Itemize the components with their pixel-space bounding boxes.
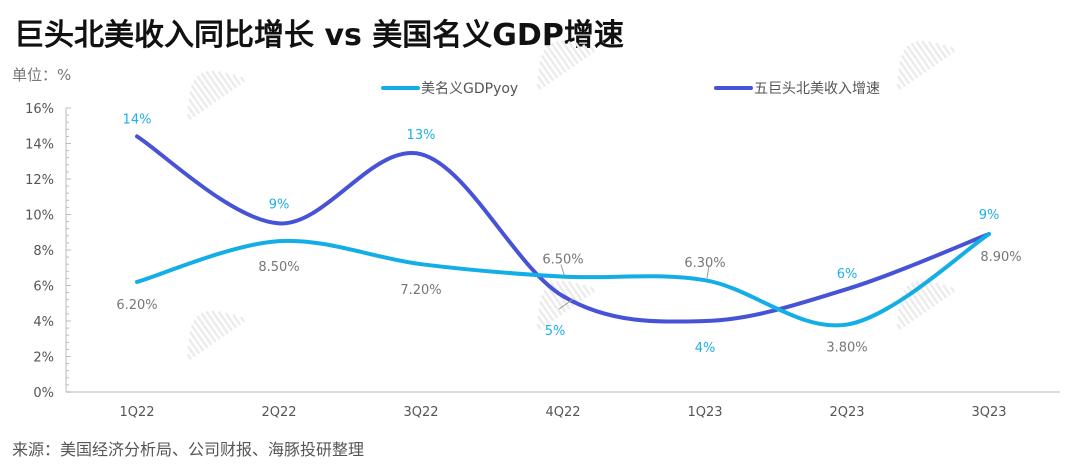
y-tick-label: 12% — [25, 173, 54, 188]
series-line — [135, 232, 991, 328]
watermark-logo — [896, 40, 956, 90]
revenue-data-label: 9% — [269, 197, 290, 212]
y-tick-label: 16% — [25, 102, 54, 117]
axes: 0% 2% 4% 6% 8% 10% 12% 14% 16% 1Q22 2Q22 3Q22 4Q22 1Q… — [25, 102, 1060, 420]
legend-label: 美名义GDPyoy — [421, 81, 518, 97]
leader-line — [558, 298, 574, 310]
revenue-data-label: 13% — [407, 128, 436, 143]
unit-label: 单位：% — [12, 66, 72, 84]
revenue-data-label: 5% — [545, 324, 566, 339]
revenue-data-label: 9% — [979, 208, 1000, 223]
source-note: 来源：美国经济分析局、公司财报、海豚投研整理 — [12, 440, 365, 459]
y-tick-label: 8% — [33, 244, 54, 259]
series-line — [135, 134, 991, 324]
watermarks — [186, 40, 956, 360]
gdp-data-label: 6.50% — [542, 253, 583, 268]
gdp-data-label: 6.20% — [116, 298, 157, 313]
y-tick-label: 6% — [33, 280, 54, 295]
watermark-logo — [186, 70, 246, 120]
gdp-data-label: 6.30% — [684, 256, 725, 271]
gdp-data-label: 7.20% — [400, 283, 441, 298]
chart-title: 巨头北美收入同比增长 vs 美国名义GDP增速 — [14, 18, 624, 53]
leader-line — [560, 264, 565, 275]
x-tick-label: 3Q23 — [971, 405, 1006, 420]
gdp-data-label: 3.80% — [826, 341, 867, 356]
legend-label: 五巨头北美收入增速 — [754, 81, 880, 97]
x-tick-label: 3Q22 — [403, 405, 438, 420]
revenue-data-label: 14% — [123, 112, 152, 127]
revenue-data-label: 4% — [695, 341, 716, 356]
legend: 美名义GDPyoy 五巨头北美收入增速 — [381, 81, 880, 97]
series-lines — [135, 134, 991, 328]
watermark-logo — [536, 40, 596, 91]
gdp-data-label: 8.50% — [258, 260, 299, 275]
x-tick-label: 2Q22 — [261, 405, 296, 420]
y-tick-label: 10% — [25, 209, 54, 224]
x-tick-label: 4Q22 — [545, 405, 580, 420]
y-tick-label: 14% — [25, 138, 54, 153]
gdp-data-label: 8.90% — [980, 250, 1021, 265]
x-tick-label: 1Q22 — [119, 405, 154, 420]
x-tick-label: 2Q23 — [829, 405, 864, 420]
y-tick-label: 4% — [33, 315, 54, 330]
leader-line — [706, 265, 710, 279]
y-tick-label: 2% — [33, 351, 54, 366]
revenue-data-label: 6% — [837, 267, 858, 282]
data-labels: 6.20% 8.50% 7.20% 6.50% 6.30% 3.80% 8.90% 14% 9%… — [116, 112, 1021, 356]
x-tick-label: 1Q23 — [687, 405, 722, 420]
watermark-logo — [186, 310, 246, 360]
y-tick-label: 0% — [33, 386, 54, 401]
